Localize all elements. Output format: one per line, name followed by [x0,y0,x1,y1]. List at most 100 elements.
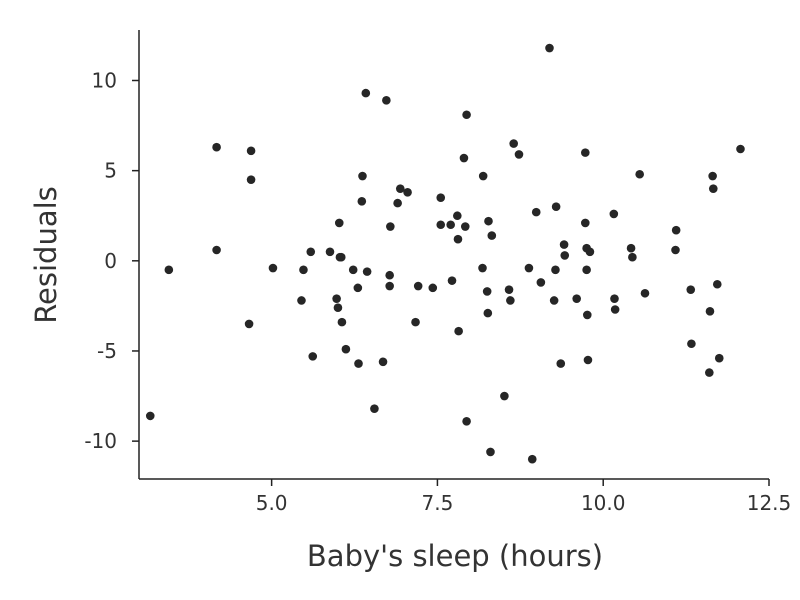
data-point [446,220,455,230]
data-point [524,263,534,273]
data-point [460,222,470,231]
data-point [686,285,696,294]
data-point [487,231,497,240]
data-point [581,218,590,228]
data-point [453,234,463,244]
data-point [447,276,457,285]
x-axis: 5.0 7.5 10.0 12.5 [139,478,792,515]
data-point [382,96,391,105]
data-point [582,265,591,275]
data-point [705,368,714,377]
data-point [385,270,394,280]
data-point [551,265,560,275]
data-point [559,240,569,249]
data-point [164,265,174,275]
data-point [357,197,367,206]
data-point [462,416,471,426]
data-point [687,339,696,349]
y-tick-label: -5 [97,339,117,363]
data-point [609,209,619,219]
data-point [361,88,371,98]
data-point [454,326,463,336]
data-point [581,148,590,157]
data-point [582,310,592,320]
data-point [671,225,681,235]
x-tick-label: 5.0 [256,491,288,515]
data-point [393,198,402,208]
data-point [246,146,256,156]
y-axis: 10 5 0 -5 -10 [84,30,140,479]
data-point [325,247,335,257]
data-point [370,404,379,413]
data-point [714,353,724,363]
data-point [337,317,347,327]
data-point [478,171,488,181]
data-point [462,110,471,120]
data-point [527,454,537,464]
data-point [333,303,343,312]
data-point [610,294,619,303]
data-point [531,207,541,217]
data-point [354,359,363,368]
data-point [362,267,372,276]
data-point [308,352,318,361]
data-point [712,279,722,289]
data-point [212,142,221,152]
data-point [353,283,363,293]
data-point [395,184,405,193]
data-point [478,263,487,273]
x-tick-label: 12.5 [747,491,792,515]
data-point [640,288,650,298]
data-point [413,281,423,291]
data-point [504,285,514,294]
data-point [212,245,221,255]
data-point [299,265,308,275]
x-tick-label: 10.0 [581,491,626,515]
data-point [378,357,388,367]
data-point [708,184,718,193]
data-point [671,245,680,255]
y-tick-label: -10 [84,429,117,453]
data-point [736,144,745,154]
data-point [626,243,636,253]
data-point [585,247,595,257]
data-point [583,355,593,365]
y-tick-label: 10 [92,68,117,92]
data-point [514,150,524,159]
data-point [453,211,462,221]
data-point [436,220,446,230]
data-point [708,171,717,181]
data-point [536,278,546,287]
data-point [459,153,469,163]
data-point [560,251,570,260]
data-point [549,296,559,305]
data-point [348,265,358,275]
data-point [500,391,509,401]
data-point [482,287,492,296]
data-point [268,263,278,273]
y-tick-label: 0 [104,249,117,273]
data-point [551,202,561,212]
data-point [341,344,351,354]
data-point [145,411,155,421]
data-point [385,281,394,291]
y-tick-label: 5 [104,159,117,183]
data-point [705,307,715,316]
data-point [244,319,254,329]
data-point [306,247,316,257]
data-point [403,187,412,197]
y-axis-title: Residuals [29,186,63,324]
data-point [610,305,620,314]
data-point [358,171,367,181]
data-point [572,294,581,303]
data-point [334,218,344,228]
data-point [297,296,306,305]
x-tick-label: 7.5 [422,491,454,515]
data-point [428,283,438,293]
data-point [509,139,518,148]
data-point [336,252,346,262]
data-points [145,43,745,464]
data-point [486,447,495,457]
data-point [506,296,515,305]
data-point [246,175,256,184]
